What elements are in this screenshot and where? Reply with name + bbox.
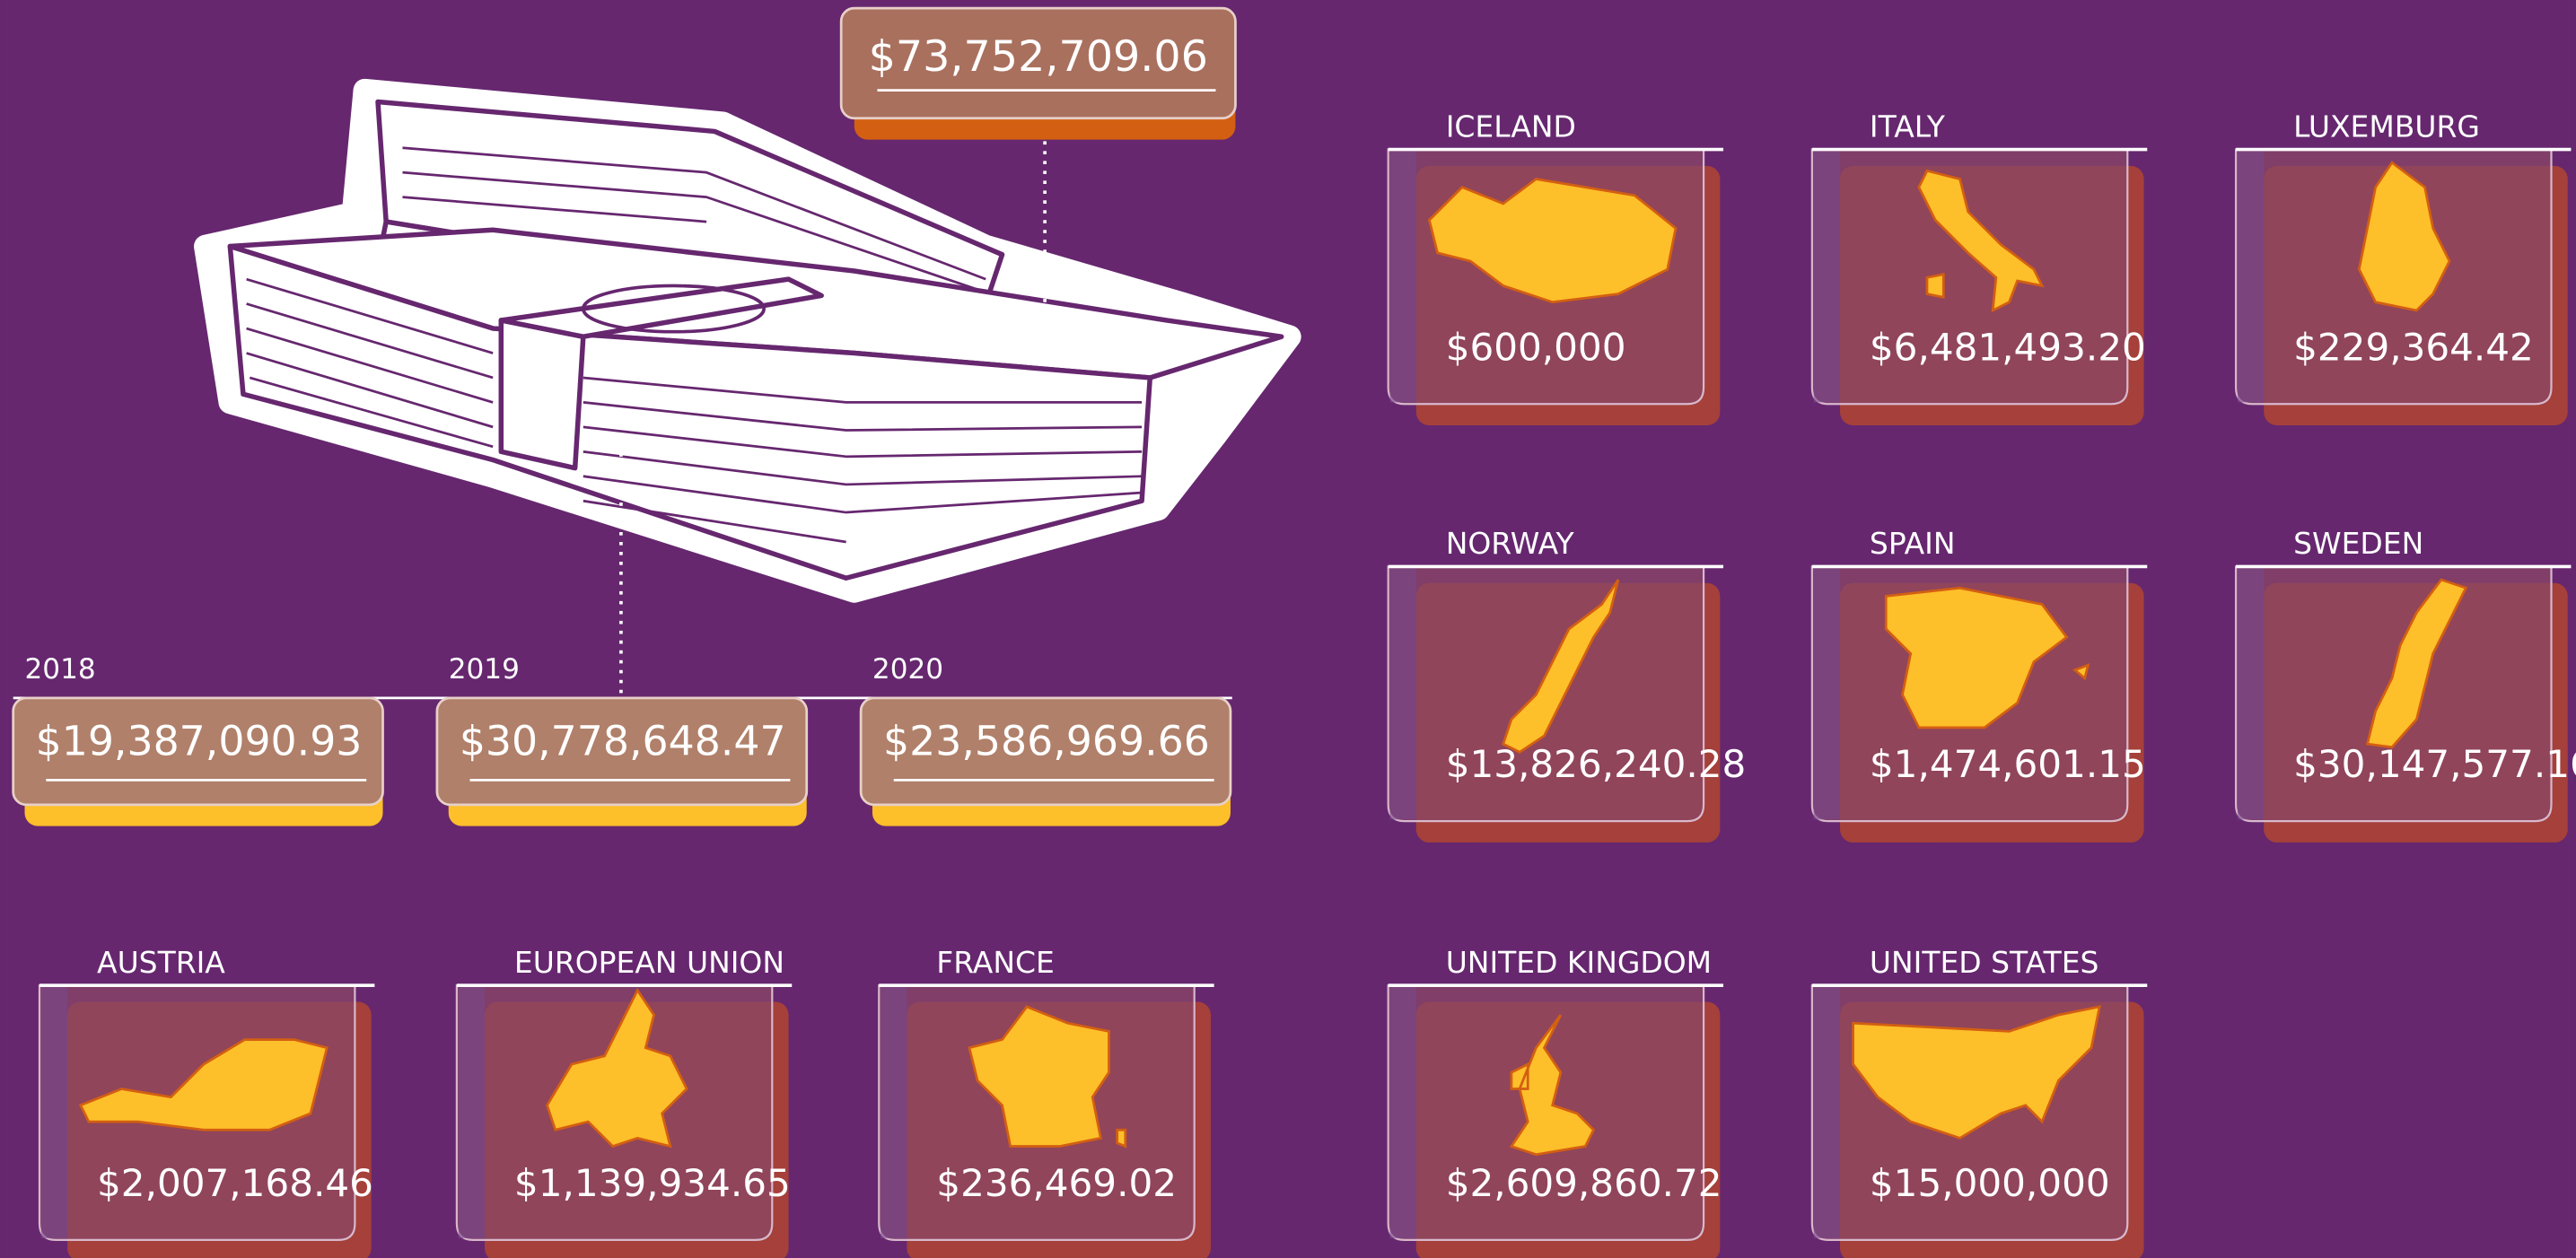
country-card: SPAIN $1,474,601.15 [1810, 526, 2148, 843]
country-amount: $15,000,000 [1870, 1161, 2110, 1205]
years: 2018 $19,387,090.93 2019 $30,778,648.47 2020… [12, 653, 1232, 826]
country-card: AUSTRIA $2,007,168.46 [38, 945, 375, 1258]
country-map [1884, 586, 2090, 729]
country-amount: $600,000 [1446, 325, 1626, 369]
card-strip [458, 987, 485, 1239]
card-strip [1813, 151, 1840, 403]
country-card: LUXEMBURG $229,364.42 [2234, 109, 2572, 426]
country-name: LUXEMBURG [2293, 109, 2480, 144]
country-card: UNITED STATES $15,000,000 [1810, 945, 2148, 1258]
country-card: SWEDEN $30,147,577.16 [2234, 526, 2576, 843]
total-amount: $73,752,709.06 [869, 32, 1208, 82]
card-strip [1389, 568, 1416, 820]
country-name: SPAIN [1870, 526, 1956, 561]
country-amount: $1,139,934.65 [514, 1161, 791, 1205]
card-strip [2237, 151, 2265, 403]
total-box: $73,752,709.06 [839, 6, 1237, 140]
card-strip [1813, 987, 1840, 1239]
country-amount: $13,826,240.28 [1446, 742, 1747, 786]
country-map [1509, 1014, 1596, 1157]
year-box: 2018 $19,387,090.93 [12, 653, 384, 826]
country-map [2365, 578, 2468, 749]
year-label: 2019 [449, 653, 520, 686]
box [435, 696, 809, 807]
country-name: ITALY [1870, 109, 1946, 144]
card-strip [1813, 568, 1840, 820]
card-strip [2237, 568, 2265, 820]
year-box: 2019 $30,778,648.47 [435, 653, 809, 826]
year-label: 2018 [25, 653, 96, 686]
countries: ICELAND $600,000 ITALY $6,481,493.20 LUXEMBU… [38, 109, 2576, 1258]
card-strip [40, 987, 68, 1239]
box [859, 696, 1232, 807]
year-label: 2020 [872, 653, 943, 686]
country-amount: $2,007,168.46 [97, 1161, 373, 1205]
country-amount: $2,609,860.72 [1446, 1161, 1722, 1205]
country-map [1852, 1005, 2101, 1140]
country-name: EUROPEAN UNION [514, 945, 784, 980]
country-name: UNITED KINGDOM [1446, 945, 1712, 980]
country-amount: $6,481,493.20 [1870, 325, 2146, 369]
year-amount: $23,586,969.66 [883, 718, 1210, 765]
country-name: SWEDEN [2293, 526, 2423, 561]
card [1810, 148, 2129, 406]
year-box: 2020 $23,586,969.66 [859, 653, 1232, 826]
country-amount: $1,474,601.15 [1870, 742, 2146, 786]
card-strip [881, 987, 907, 1239]
year-amount: $30,778,648.47 [460, 718, 786, 765]
country-card: FRANCE $236,469.02 [878, 945, 1214, 1258]
country-card: NORWAY $13,826,240.28 [1387, 526, 1747, 843]
country-name: ICELAND [1446, 109, 1576, 144]
country-card: ICELAND $600,000 [1387, 109, 1724, 426]
country-map [1502, 579, 1620, 754]
country-card: ITALY $6,481,493.20 [1810, 109, 2148, 426]
country-name: UNITED STATES [1870, 945, 2099, 980]
country-map [968, 1005, 1127, 1149]
country-map [1917, 169, 2045, 313]
card-strip [1389, 151, 1416, 403]
country-map [1427, 178, 1678, 304]
country-card: UNITED KINGDOM $2,609,860.72 [1387, 945, 1724, 1258]
box [12, 696, 384, 807]
country-amount: $236,469.02 [936, 1161, 1177, 1205]
money-illustration [194, 78, 1301, 603]
country-card: EUROPEAN UNION $1,139,934.65 [455, 945, 793, 1258]
country-name: FRANCE [936, 945, 1054, 980]
country-amount: $30,147,577.16 [2293, 742, 2576, 786]
country-map [546, 987, 688, 1149]
country-name: NORWAY [1446, 526, 1575, 561]
card-strip [1389, 987, 1416, 1239]
year-amount: $19,387,090.93 [36, 718, 363, 765]
country-amount: $229,364.42 [2293, 325, 2534, 369]
country-name: AUSTRIA [97, 945, 225, 980]
country-map [2357, 161, 2451, 312]
country-map [78, 1038, 329, 1131]
